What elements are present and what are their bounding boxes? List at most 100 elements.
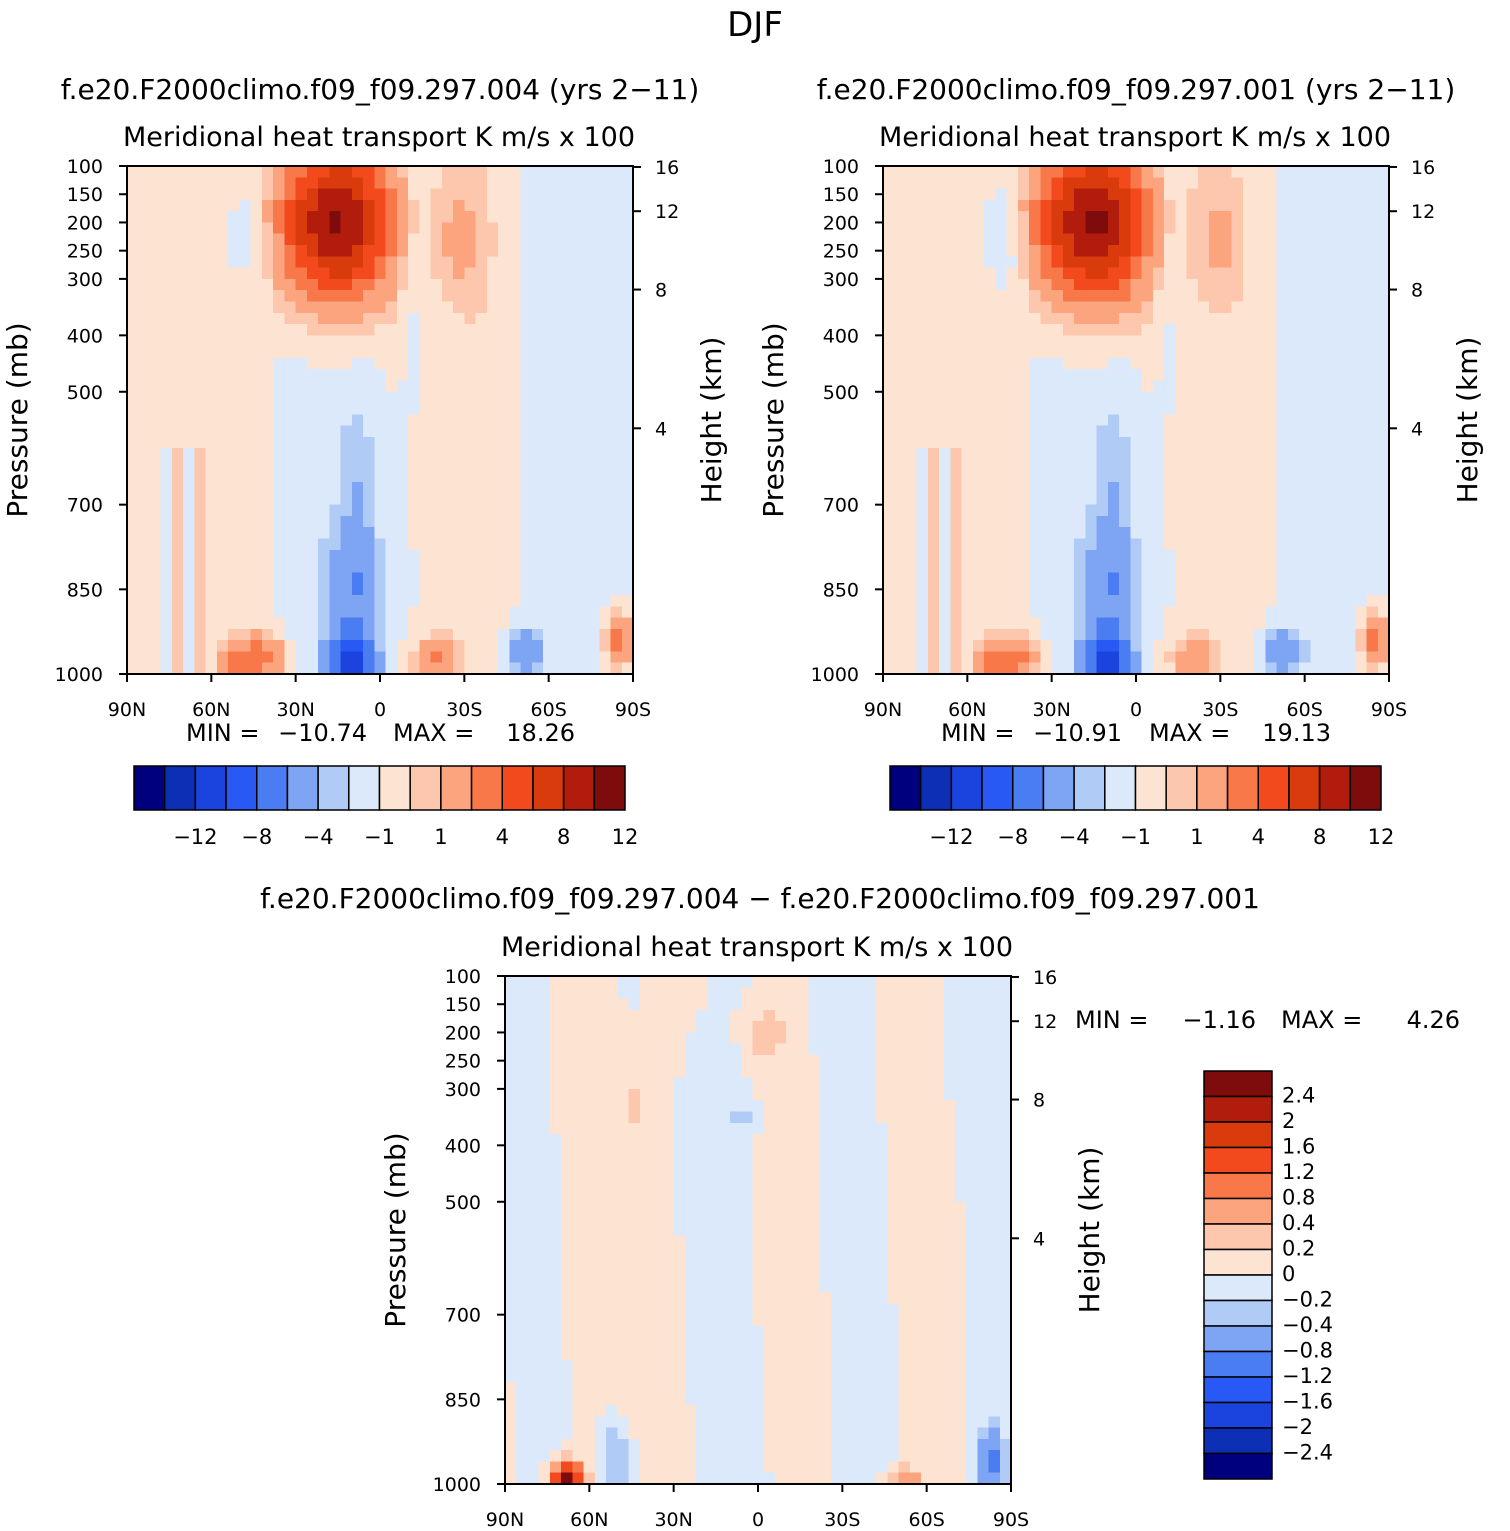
heatmap-cell xyxy=(1220,233,1233,246)
heatmap-cell xyxy=(183,380,196,393)
heatmap-cell xyxy=(1254,617,1266,630)
heatmap-cell xyxy=(1332,414,1345,427)
heatmap-cell xyxy=(1096,335,1109,348)
colorbar-swatch xyxy=(194,765,227,811)
heatmap-cell xyxy=(340,245,353,257)
heatmap-cell xyxy=(961,448,974,461)
heatmap-cell xyxy=(684,1043,697,1056)
heatmap-cell xyxy=(606,1404,619,1417)
colorbar-swatch xyxy=(1104,765,1137,811)
heatmap-cell xyxy=(284,335,297,348)
heatmap-cell xyxy=(205,267,218,280)
heatmap-cell xyxy=(1209,662,1221,675)
heatmap-cell xyxy=(1096,640,1109,653)
heatmap-cell xyxy=(1062,335,1075,348)
heatmap-cell xyxy=(1017,380,1030,393)
heatmap-cell xyxy=(1152,335,1165,348)
heatmap-cell xyxy=(505,1224,517,1237)
heatmap-cell xyxy=(441,436,454,449)
heatmap-cell xyxy=(1130,290,1143,303)
heatmap-cell xyxy=(1006,267,1019,280)
heatmap-cell xyxy=(1242,549,1255,562)
heatmap-cell xyxy=(498,324,510,336)
heatmap-cell xyxy=(396,301,409,314)
heatmap-cell xyxy=(594,1111,607,1124)
heatmap-cell xyxy=(1197,425,1210,438)
heatmap-cell xyxy=(516,1246,529,1259)
heatmap-cell xyxy=(1321,425,1334,438)
heatmap-cell xyxy=(1197,245,1210,257)
heatmap-cell xyxy=(576,572,589,585)
heatmap-cell xyxy=(894,583,907,596)
heatmap-cell xyxy=(1321,188,1334,201)
heatmap-cell xyxy=(273,651,286,664)
heatmap-cell xyxy=(1321,245,1334,257)
heatmap-cell xyxy=(594,1235,607,1248)
heatmap-cell xyxy=(1186,561,1199,573)
heatmap-cell xyxy=(509,245,522,257)
heatmap-cell xyxy=(127,403,139,415)
heatmap-cell xyxy=(351,662,364,675)
heatmap-cell xyxy=(486,425,499,438)
heatmap-cell xyxy=(127,527,139,540)
heatmap-cell xyxy=(883,357,895,370)
heatmap-cell xyxy=(1265,188,1278,201)
heatmap-cell xyxy=(662,1269,675,1282)
heatmap-cell xyxy=(228,482,241,494)
heatmap-cell xyxy=(972,640,985,653)
heatmap-cell xyxy=(1310,335,1323,348)
heatmap-cell xyxy=(1299,617,1311,630)
heatmap-cell xyxy=(1276,245,1289,257)
heatmap-cell xyxy=(351,527,364,540)
heatmap-cell xyxy=(651,1111,664,1124)
heatmap-cell xyxy=(549,1224,562,1237)
heatmap-cell xyxy=(318,403,330,415)
heatmap-cell xyxy=(561,1269,574,1282)
heatmap-cell xyxy=(396,391,409,404)
heatmap-cell xyxy=(673,1314,686,1327)
heatmap-cell xyxy=(610,640,623,653)
heatmap-cell xyxy=(216,628,229,641)
heatmap-cell xyxy=(329,436,342,449)
heatmap-cell xyxy=(430,256,443,269)
heatmap-cell xyxy=(639,1337,652,1350)
heatmap-cell xyxy=(684,1427,697,1440)
heatmap-cell xyxy=(228,403,241,415)
heatmap-cell xyxy=(1321,459,1334,472)
heatmap-cell xyxy=(527,1303,540,1316)
heatmap-cell xyxy=(261,425,274,438)
heatmap-cell xyxy=(374,256,387,269)
heatmap-cell xyxy=(984,459,997,472)
heatmap-cell xyxy=(1062,572,1075,585)
heatmap-cell xyxy=(239,403,252,415)
heatmap-cell xyxy=(127,606,139,619)
heatmap-cell xyxy=(610,290,623,303)
heatmap-cell xyxy=(1085,459,1098,472)
heatmap-cell xyxy=(1186,199,1199,212)
heatmap-cell xyxy=(261,606,274,619)
heatmap-cell xyxy=(1299,651,1311,664)
heatmap-cell xyxy=(1231,572,1244,585)
colorbar-swatch xyxy=(981,765,1014,811)
heatmap-cell xyxy=(1366,256,1379,269)
heatmap-cell xyxy=(306,211,319,224)
heatmap-cell xyxy=(628,1145,641,1158)
heatmap-cell xyxy=(1332,256,1345,269)
heatmap-cell xyxy=(453,527,465,540)
heatmap-cell xyxy=(509,549,522,562)
heatmap-cell xyxy=(1152,538,1165,551)
heatmap-cell xyxy=(363,572,375,585)
heatmap-cell xyxy=(475,549,488,562)
heatmap-cell xyxy=(396,662,409,675)
heatmap-cell xyxy=(1085,301,1098,314)
heatmap-cell xyxy=(662,1416,675,1429)
heatmap-cell xyxy=(1220,549,1233,562)
heatmap-cell xyxy=(228,267,241,280)
heatmap-cell xyxy=(1377,403,1390,415)
heatmap-cell xyxy=(531,651,544,664)
heatmap-cell xyxy=(883,166,895,178)
heatmap-cell xyxy=(610,470,623,483)
heatmap-cell xyxy=(250,583,263,596)
heatmap-cell xyxy=(576,640,589,653)
heatmap-cell xyxy=(228,369,241,382)
